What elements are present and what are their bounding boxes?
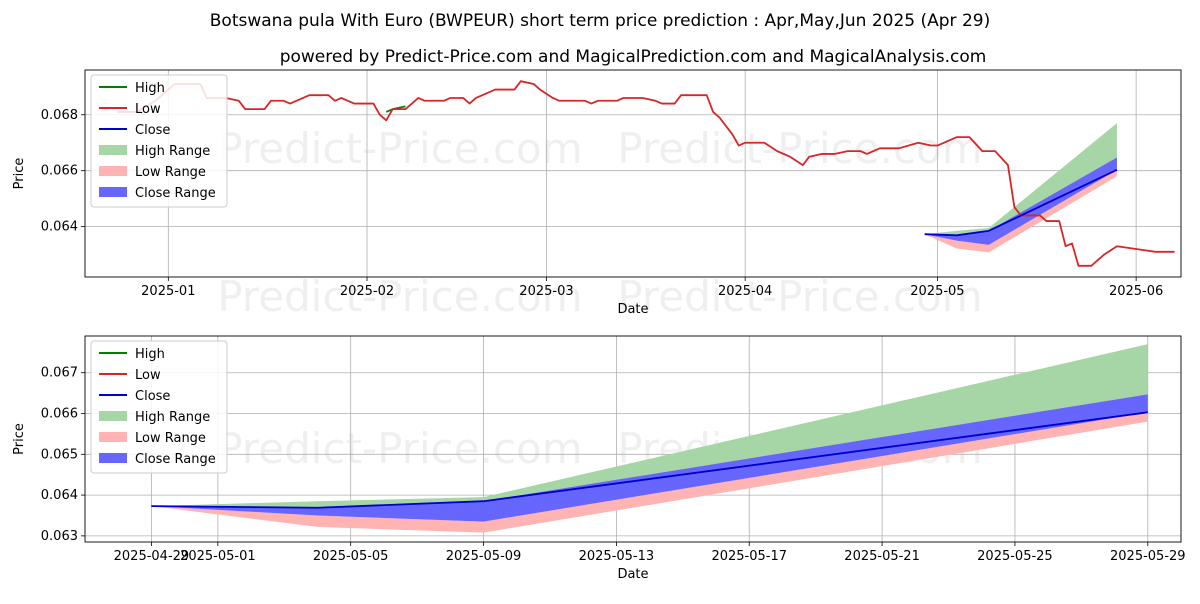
bottom-y-tick-label: 0.064 bbox=[41, 488, 78, 503]
top-y-tick-label: 0.068 bbox=[41, 108, 78, 123]
bottom-axes-frame bbox=[84, 335, 1182, 543]
legend-swatch-close-range bbox=[99, 453, 127, 463]
forecast-panel: Predict-Price.com Predict-Price.com 2025… bbox=[12, 335, 1186, 582]
legend-label: Close bbox=[135, 123, 170, 138]
legend-label: Close bbox=[135, 389, 170, 404]
legend-swatch-close-range bbox=[99, 187, 127, 197]
bottom-y-tick-label: 0.065 bbox=[41, 447, 78, 462]
top-legend: High Low Close High Range Low Range Close Ran… bbox=[90, 74, 228, 208]
legend-label: High bbox=[135, 81, 165, 96]
watermark-text: Predict-Price.com bbox=[217, 124, 582, 173]
top-x-tick-label: 2025-03 bbox=[519, 284, 573, 299]
bottom-x-axis-label: Date bbox=[617, 567, 648, 582]
top-y-tick-label: 0.064 bbox=[41, 220, 78, 235]
top-x-tick-label: 2025-04 bbox=[718, 284, 772, 299]
bottom-y-axis-label: Price bbox=[12, 423, 27, 455]
top-x-tick-label: 2025-05 bbox=[910, 284, 964, 299]
top-axes-frame bbox=[84, 69, 1182, 278]
watermark-text: Predict-Price.com bbox=[217, 272, 582, 321]
top-x-tick-label: 2025-02 bbox=[340, 284, 394, 299]
watermark-text: Predict-Price.com bbox=[617, 272, 982, 321]
legend-swatch-low-range bbox=[99, 166, 127, 176]
bottom-x-tick-label: 2025-04-29 bbox=[114, 549, 190, 564]
close-series-line bbox=[151, 411, 1148, 509]
legend-swatch-low-range bbox=[99, 432, 127, 442]
legend-label: Low Range bbox=[135, 165, 206, 180]
top-y-tick-label: 0.066 bbox=[41, 164, 78, 179]
close-range-area bbox=[151, 394, 1148, 522]
legend-swatch-high-range bbox=[99, 145, 127, 155]
bottom-x-tick-label: 2025-05-29 bbox=[1110, 549, 1186, 564]
legend-label: Low bbox=[135, 368, 161, 383]
bottom-x-tick-label: 2025-05-01 bbox=[180, 549, 256, 564]
legend-label: Close Range bbox=[135, 186, 216, 201]
legend-swatch-high-range bbox=[99, 411, 127, 421]
history-panel: Predict-Price.com Predict-Price.com Pred… bbox=[12, 69, 1182, 321]
bottom-x-tick-label: 2025-05-21 bbox=[844, 549, 920, 564]
top-y-axis-label: Price bbox=[12, 158, 27, 190]
bottom-x-tick-label: 2025-05-09 bbox=[446, 549, 522, 564]
bottom-x-tick-label: 2025-05-25 bbox=[977, 549, 1053, 564]
bottom-x-tick-label: 2025-05-17 bbox=[711, 549, 787, 564]
close-series-line bbox=[924, 169, 1118, 237]
legend-label: High bbox=[135, 347, 165, 362]
top-x-tick-label: 2025-01 bbox=[141, 284, 195, 299]
bottom-x-tick-label: 2025-05-05 bbox=[313, 549, 389, 564]
bottom-y-tick-label: 0.067 bbox=[41, 366, 78, 381]
legend-label: Close Range bbox=[135, 452, 216, 467]
watermark-text: Predict-Price.com bbox=[217, 424, 582, 473]
bottom-y-tick-label: 0.063 bbox=[41, 529, 78, 544]
legend-label: Low bbox=[135, 102, 161, 117]
legend-label: High Range bbox=[135, 410, 210, 425]
top-x-tick-label: 2025-06 bbox=[1109, 284, 1163, 299]
legend-label: High Range bbox=[135, 144, 210, 159]
legend-label: Low Range bbox=[135, 431, 206, 446]
top-x-axis-label: Date bbox=[617, 302, 648, 317]
low-series-line bbox=[117, 80, 1175, 267]
bottom-x-tick-label: 2025-05-13 bbox=[579, 549, 655, 564]
bottom-legend: High Low Close High Range Low Range Close Ran… bbox=[90, 340, 228, 474]
watermark-text: Predict-Price.com bbox=[617, 124, 982, 173]
close-range-area bbox=[924, 157, 1117, 245]
bottom-y-tick-label: 0.066 bbox=[41, 407, 78, 422]
chart-title: Botswana pula With Euro (BWPEUR) short t… bbox=[210, 11, 990, 31]
chart-subtitle: powered by Predict-Price.com and Magical… bbox=[280, 47, 987, 67]
